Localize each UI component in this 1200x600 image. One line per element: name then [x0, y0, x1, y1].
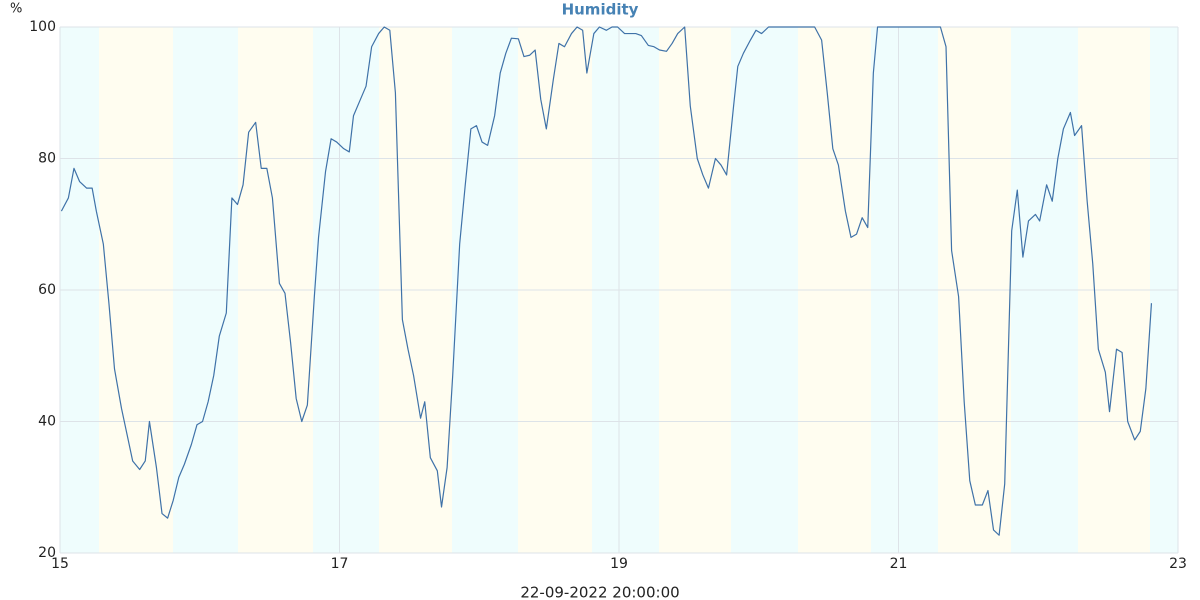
x-tick-label: 21 — [890, 556, 908, 572]
x-tick-label: 19 — [610, 556, 628, 572]
x-tick-label: 23 — [1169, 556, 1187, 572]
y-tick-label: 60 — [38, 282, 56, 298]
x-tick-label: 15 — [51, 556, 69, 572]
y-tick-label: 100 — [29, 19, 56, 35]
y-axis-label: % — [10, 2, 22, 17]
x-axis-label: 22-09-2022 20:00:00 — [520, 584, 679, 600]
y-tick-label: 40 — [38, 414, 56, 430]
y-tick-label: 20 — [38, 545, 56, 561]
x-tick-label: 17 — [331, 556, 349, 572]
y-tick-label: 80 — [38, 151, 56, 167]
line — [60, 26, 1153, 536]
chart-title: Humidity — [562, 1, 639, 19]
